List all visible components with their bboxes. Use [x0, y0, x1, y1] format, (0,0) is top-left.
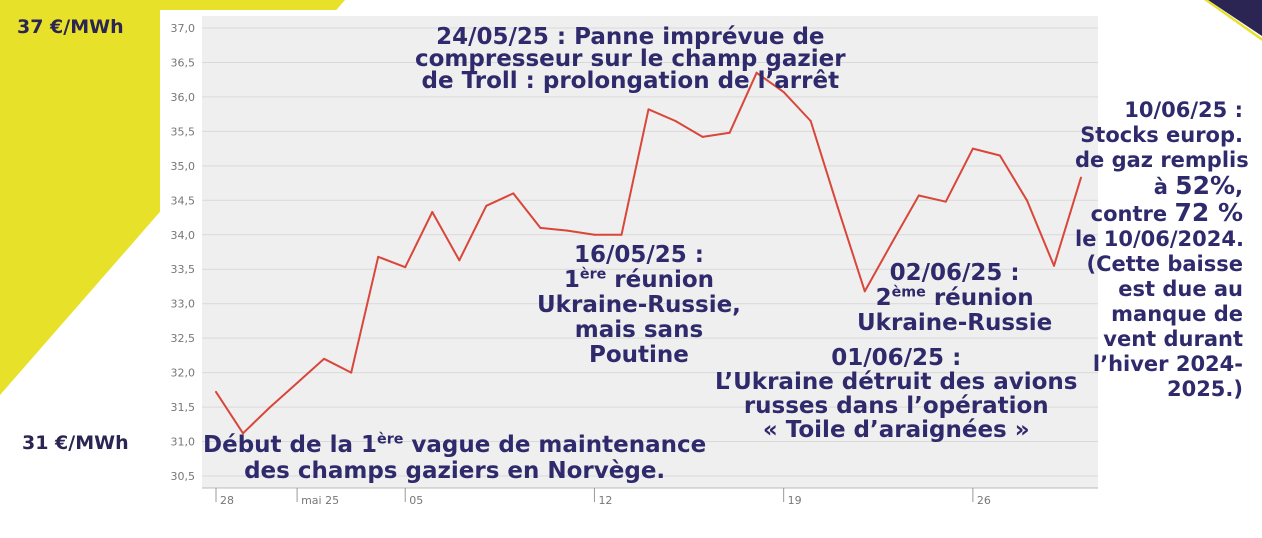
- annotation-stocks-line-8: est due au: [1118, 277, 1243, 301]
- annotation-troll-line-3: de Troll : prolongation de l’arrêt: [421, 68, 840, 94]
- series-line: [215, 71, 1082, 435]
- x-tick-label: 28: [220, 494, 234, 507]
- annotation-stocks-line-4: à 52%,: [1153, 171, 1243, 200]
- data-point: [674, 120, 677, 123]
- y-max-label: 37 €/MWh: [17, 16, 124, 38]
- data-point: [242, 432, 245, 435]
- x-tick-label: 19: [788, 494, 802, 507]
- data-point: [701, 135, 704, 138]
- data-point: [971, 147, 974, 150]
- x-tick-label: mai 25: [301, 494, 339, 507]
- data-point: [512, 192, 515, 195]
- annotation-second-meeting-line-2: 2ème réunion: [875, 284, 1034, 311]
- y-min-label: 31 €/MWh: [22, 432, 129, 454]
- annotation-second-meeting-line-1: 02/06/25 :: [889, 260, 1020, 286]
- data-point: [566, 229, 569, 232]
- y-axis-ticks: 30,5 31,0 31,5 32,0 32,5 33,0 33,5 34,0 34,5 35,0…: [171, 22, 196, 483]
- annotation-troll-line-1: 24/05/25 : Panne imprévue de: [436, 24, 825, 50]
- annotation-stocks-line-1: 10/06/25 :: [1124, 98, 1243, 122]
- annotation-stocks-line-5: contre 72 %: [1090, 198, 1243, 227]
- y-tick-label: 37,0: [171, 22, 196, 35]
- annotation-stocks-line-6: le 10/06/2024.: [1075, 227, 1244, 251]
- data-point: [917, 194, 920, 197]
- x-tick-label: 05: [409, 494, 423, 507]
- data-point: [458, 259, 461, 262]
- plot-area: [202, 16, 1098, 488]
- y-tick-label: 34,0: [171, 229, 196, 242]
- annotation-spiderweb-line-4: « Toile d’araignées »: [762, 417, 1030, 443]
- annotation-first-meeting-line-2: 1ère réunion: [563, 266, 715, 293]
- data-point: [1025, 199, 1028, 202]
- y-tick-label: 35,0: [171, 160, 196, 173]
- annotation-second-meeting: 02/06/25 : 2ème réunion Ukraine-Russie: [857, 261, 1052, 336]
- annotation-stocks-line-9: manque de: [1111, 302, 1243, 326]
- price-line-chart: 30,5 31,0 31,5 32,0 32,5 33,0 33,5 34,0 34,5 35,0…: [160, 10, 1100, 515]
- x-tick-label: 12: [598, 494, 612, 507]
- data-point: [836, 206, 839, 209]
- y-tick-label: 32,0: [171, 367, 196, 380]
- data-point: [1080, 176, 1082, 179]
- annotation-first-meeting-line-1: 16/05/25 :: [573, 242, 704, 268]
- y-tick-label: 31,0: [171, 436, 196, 449]
- data-point: [350, 371, 353, 374]
- data-point: [215, 390, 217, 393]
- data-point: [593, 233, 596, 236]
- data-point: [1052, 264, 1055, 267]
- annotation-maintenance-line-1: Début de la 1ère vague de maintenance: [203, 431, 707, 458]
- annotation-spiderweb-operation: 01/06/25 : L’Ukraine détruit des avions …: [715, 346, 1078, 442]
- data-point: [323, 357, 326, 360]
- x-tick-label: 26: [977, 494, 991, 507]
- data-point: [404, 266, 407, 269]
- annotation-stocks-line-2: Stocks europ.: [1080, 123, 1243, 147]
- data-point: [296, 381, 299, 384]
- y-tick-label: 36,0: [171, 91, 196, 104]
- data-point: [782, 91, 785, 94]
- data-point: [890, 242, 893, 245]
- annotation-first-meeting-line-3: Ukraine-Russie,: [537, 292, 741, 318]
- data-point: [755, 71, 758, 74]
- annotation-maintenance: Début de la 1ère vague de maintenance de…: [203, 432, 706, 484]
- data-point: [269, 406, 272, 409]
- data-point: [863, 290, 866, 293]
- data-point: [647, 108, 650, 111]
- annotation-troll-outage: 24/05/25 : Panne imprévue de compresseur…: [415, 24, 846, 94]
- annotation-stocks-line-7: (Cette baisse: [1086, 252, 1243, 276]
- annotation-maintenance-line-2: des champs gaziers en Norvège.: [244, 458, 666, 484]
- y-tick-label: 35,5: [171, 125, 196, 138]
- y-tick-label: 30,5: [171, 470, 196, 483]
- y-tick-label: 33,0: [171, 298, 196, 311]
- annotation-stocks-line-10: vent durant: [1103, 327, 1243, 351]
- annotation-troll-line-2: compresseur sur le champ gazier: [415, 46, 846, 72]
- annotation-stocks-line-11: l’hiver 2024-: [1092, 352, 1243, 376]
- y-tick-label: 34,5: [171, 194, 196, 207]
- data-point: [809, 120, 812, 123]
- annotation-stocks-line-12: 2025.): [1166, 377, 1243, 401]
- data-point: [944, 200, 947, 203]
- data-point: [620, 233, 623, 236]
- navy-corner-edge: [1204, 0, 1262, 41]
- data-point: [485, 204, 488, 207]
- navy-corner: [1208, 0, 1262, 36]
- annotation-gas-stocks: 10/06/25 : Stocks europ. de gaz remplis …: [1075, 98, 1249, 402]
- data-point: [998, 154, 1001, 157]
- annotation-second-meeting-line-3: Ukraine-Russie: [857, 310, 1053, 336]
- annotation-spiderweb-line-1: 01/06/25 :: [831, 345, 962, 371]
- annotation-first-meeting: 16/05/25 : 1ère réunion Ukraine-Russie, …: [537, 243, 741, 368]
- annotation-spiderweb-line-2: L’Ukraine détruit des avions: [715, 369, 1078, 395]
- annotation-stocks-line-3: de gaz remplis: [1075, 148, 1249, 172]
- annotation-first-meeting-line-4: mais sans: [574, 317, 704, 343]
- y-tick-label: 32,5: [171, 332, 196, 345]
- annotation-first-meeting-line-5: Poutine: [589, 342, 689, 368]
- y-tick-label: 33,5: [171, 263, 196, 276]
- data-point: [377, 255, 380, 258]
- y-tick-label: 31,5: [171, 401, 196, 414]
- y-tick-label: 36,5: [171, 56, 196, 69]
- data-point: [431, 211, 434, 214]
- data-point: [728, 131, 731, 134]
- annotation-spiderweb-line-3: russes dans l’opération: [743, 393, 1049, 419]
- data-point: [539, 226, 542, 229]
